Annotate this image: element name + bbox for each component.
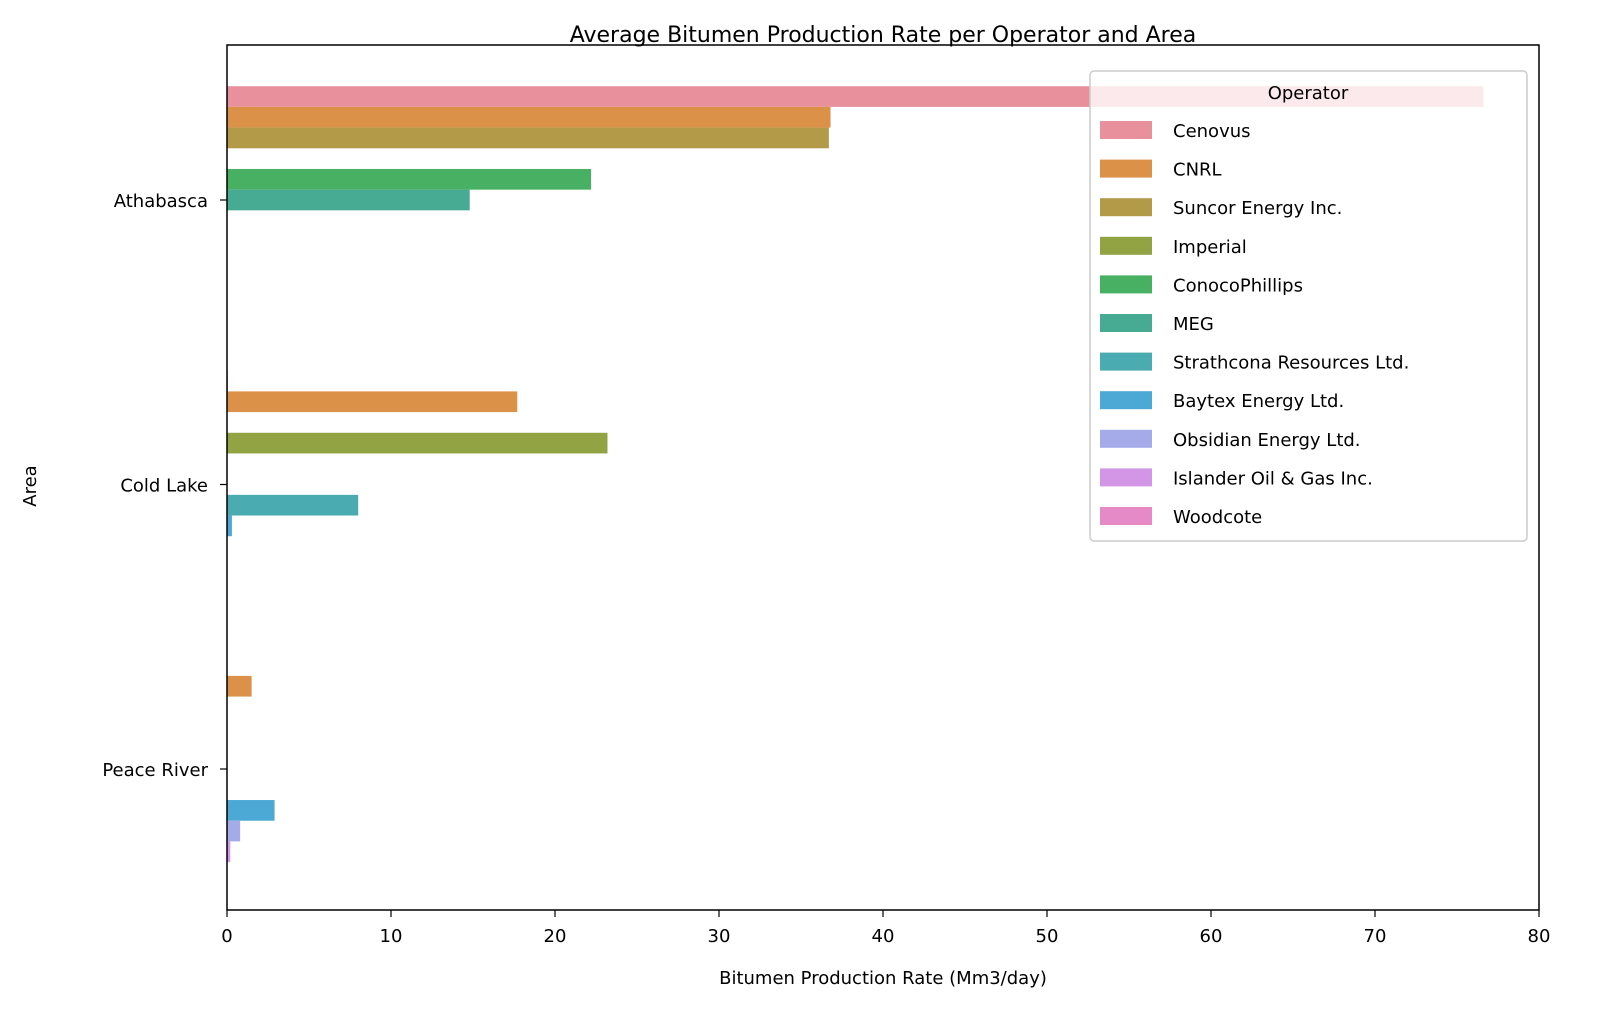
x-tick-label: 80 bbox=[1528, 926, 1551, 947]
legend-frame bbox=[1089, 70, 1528, 542]
legend-swatch-meg bbox=[1100, 314, 1152, 332]
x-tick-label: 10 bbox=[380, 926, 403, 947]
legend-swatch-imperial bbox=[1100, 236, 1152, 255]
legend-swatch-cenovus bbox=[1100, 121, 1152, 139]
bar-peace-river-cnrl bbox=[227, 675, 252, 697]
x-tick-label: 0 bbox=[221, 926, 232, 947]
y-tick-label-cold-lake: Cold Lake bbox=[120, 476, 208, 497]
legend-swatch-islander-oil-gas-inc bbox=[1100, 468, 1152, 487]
bar-peace-river-baytex-energy-ltd bbox=[227, 800, 275, 821]
bar-athabasca-cnrl bbox=[227, 106, 831, 128]
legend-label-strathcona-resources-ltd: Strathcona Resources Ltd. bbox=[1173, 353, 1409, 374]
bar-peace-river-obsidian-energy-ltd bbox=[227, 820, 241, 842]
legend-swatch-suncor-energy-inc bbox=[1100, 198, 1152, 217]
y-tick-label-peace-river: Peace River bbox=[102, 760, 208, 781]
legend-label-cenovus: Cenovus bbox=[1173, 121, 1251, 142]
bar-cold-lake-cnrl bbox=[227, 391, 518, 413]
legend-swatch-baytex-energy-ltd bbox=[1100, 391, 1152, 410]
legend-label-meg: MEG bbox=[1173, 314, 1214, 335]
legend-swatch-conocophillips bbox=[1100, 275, 1152, 294]
chart-title: Average Bitumen Production Rate per Oper… bbox=[570, 23, 1197, 48]
bar-athabasca-meg bbox=[227, 189, 470, 211]
bar-cold-lake-strathcona-resources-ltd bbox=[227, 494, 359, 516]
x-tick-label: 50 bbox=[1036, 926, 1059, 947]
x-tick-label: 30 bbox=[708, 926, 731, 947]
bar-cold-lake-baytex-energy-ltd bbox=[227, 515, 232, 537]
legend-label-obsidian-energy-ltd: Obsidian Energy Ltd. bbox=[1173, 430, 1361, 451]
legend-swatch-obsidian-energy-ltd bbox=[1100, 429, 1152, 448]
legend: Operator Cenovus CNRL Suncor Energy Inc. Imp… bbox=[1089, 70, 1528, 542]
legend-label-imperial: Imperial bbox=[1173, 237, 1247, 258]
legend-label-baytex-energy-ltd: Baytex Energy Ltd. bbox=[1173, 391, 1344, 412]
legend-swatch-woodcote bbox=[1100, 507, 1152, 525]
bar-athabasca-suncor-energy-inc bbox=[227, 127, 829, 149]
legend-label-cnrl: CNRL bbox=[1173, 160, 1222, 181]
x-tick-label: 60 bbox=[1200, 926, 1223, 947]
legend-label-conocophillips: ConocoPhillips bbox=[1173, 275, 1303, 296]
y-axis-label: Area bbox=[20, 465, 41, 506]
bar-athabasca-conocophillips bbox=[227, 168, 592, 190]
x-axis-label: Bitumen Production Rate (Mm3/day) bbox=[719, 968, 1047, 989]
bar-cold-lake-imperial bbox=[227, 432, 608, 454]
legend-swatch-cnrl bbox=[1100, 159, 1152, 178]
x-tick-label: 70 bbox=[1364, 926, 1387, 947]
x-tick-label: 20 bbox=[544, 926, 567, 947]
legend-label-islander-oil-gas-inc: Islander Oil & Gas Inc. bbox=[1173, 468, 1373, 489]
legend-swatch-strathcona-resources-ltd bbox=[1100, 352, 1152, 371]
y-tick-label-athabasca: Athabasca bbox=[114, 191, 208, 212]
legend-label-suncor-energy-inc: Suncor Energy Inc. bbox=[1173, 198, 1342, 219]
legend-label-woodcote: Woodcote bbox=[1173, 507, 1262, 528]
x-tick-label: 40 bbox=[872, 926, 895, 947]
legend-title: Operator bbox=[1268, 83, 1349, 104]
bar-peace-river-islander-oil-gas-inc bbox=[227, 841, 231, 863]
